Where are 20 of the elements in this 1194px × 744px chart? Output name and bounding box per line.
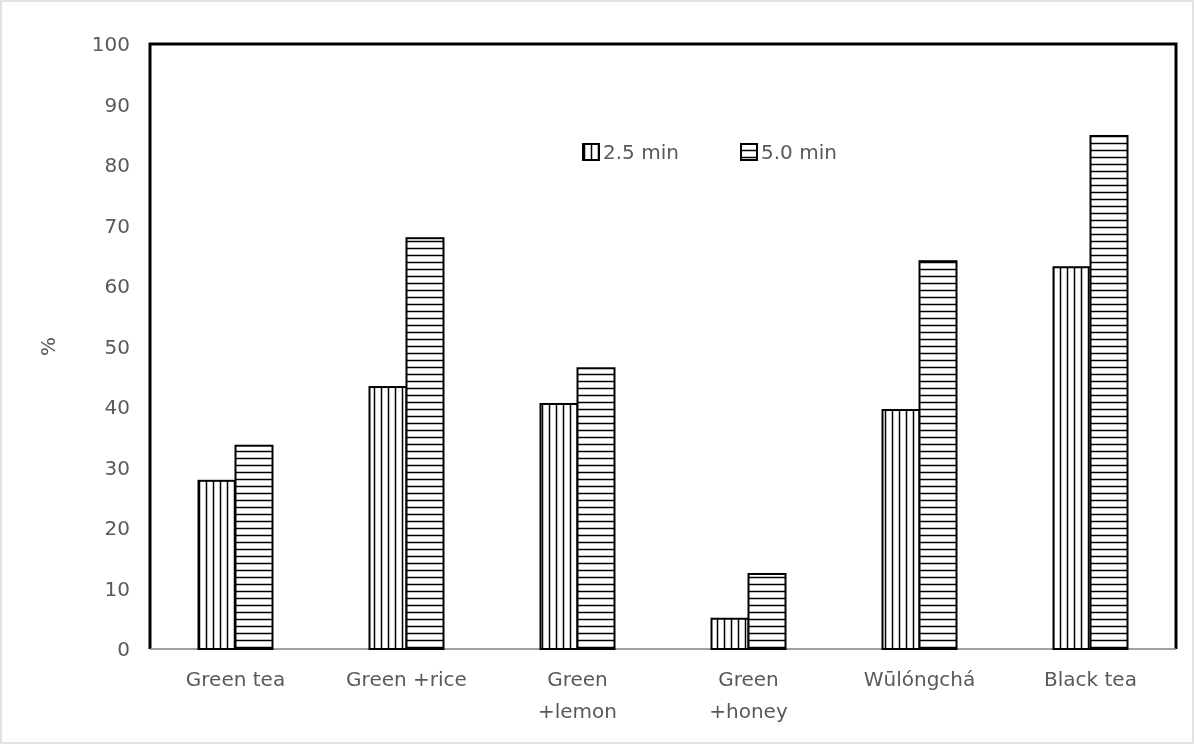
x-tick-label: Green +lemon [537,667,618,723]
y-tick-label: 80 [104,153,130,177]
y-tick-label: 20 [104,516,130,540]
y-tick-label: 40 [104,395,130,419]
x-tick-label: Green +rice [346,667,467,691]
y-tick-label: 0 [117,637,130,661]
x-tick-label: Black tea [1044,667,1137,691]
y-tick-label: 100 [91,32,130,56]
x-tick-label: Green tea [185,667,286,691]
x-tick-label: Wūlóngchá [863,667,976,691]
y-tick-label: 50 [104,334,130,359]
y-tick-label: 30 [104,455,130,480]
y-tick-label: 90 [104,92,130,117]
x-tick-label: Green +honey [709,667,788,723]
y-tick-label: 70 [104,213,130,238]
legend-label: 5.0 min [761,140,837,164]
y-axis-title: % [36,336,60,357]
y-tick-label: 10 [104,576,130,601]
legend-label: 2.5 min [603,140,679,164]
y-tick-label: 60 [104,274,130,298]
